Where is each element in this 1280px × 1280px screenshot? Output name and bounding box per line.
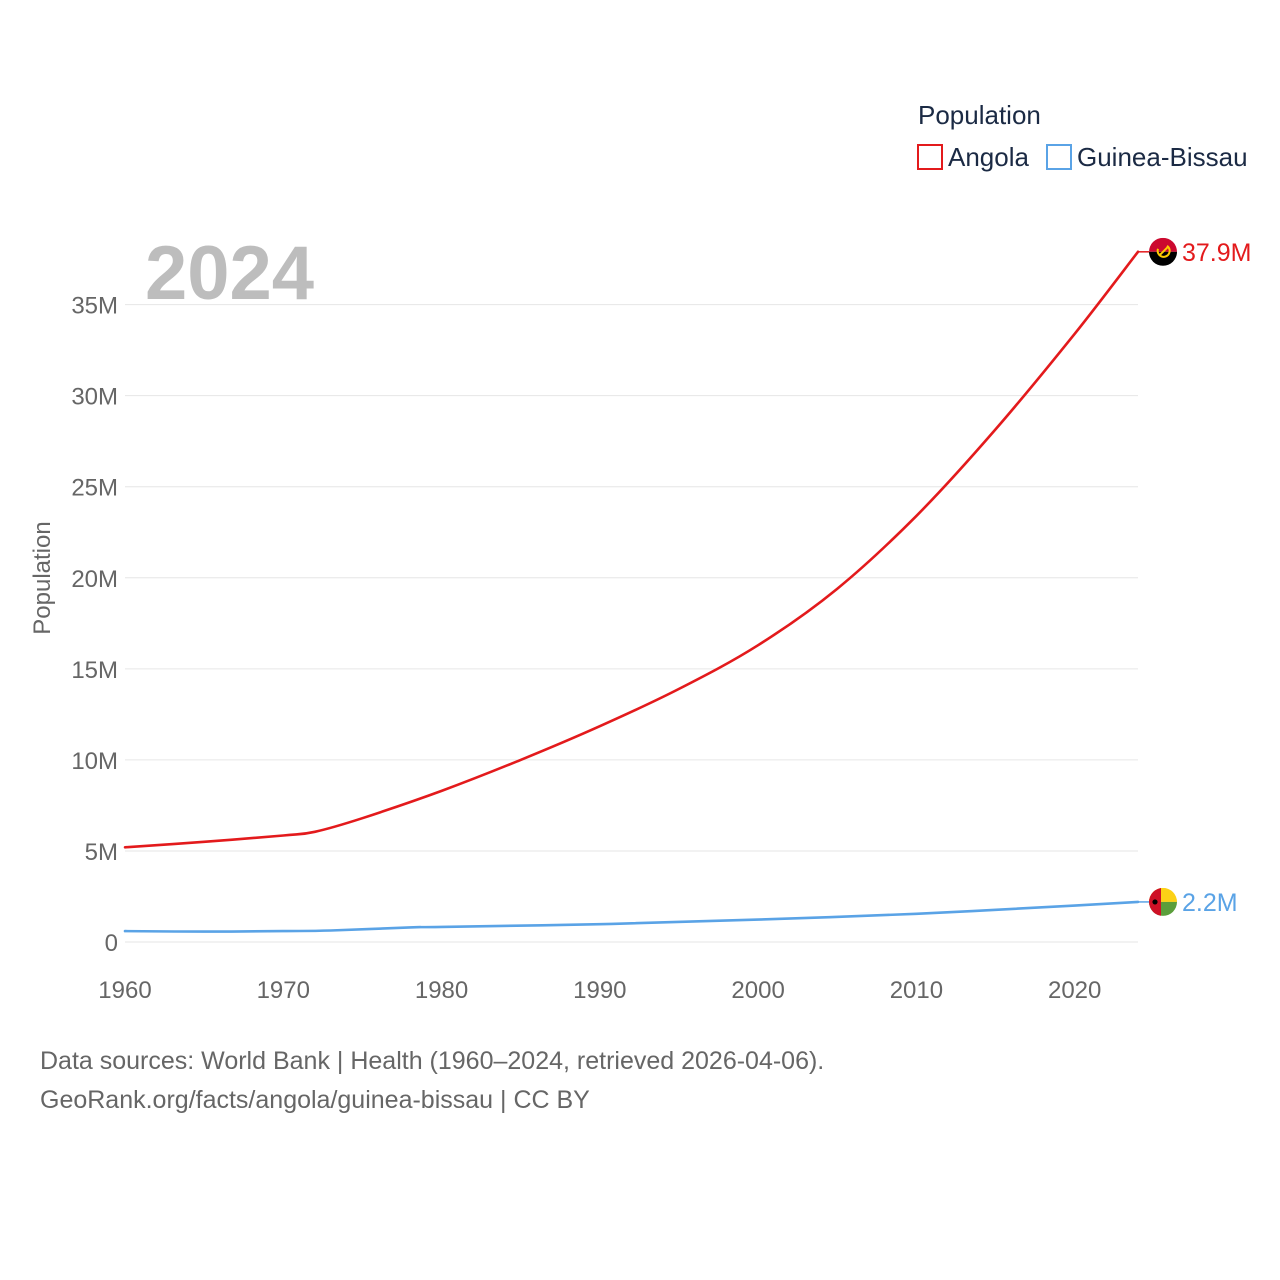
legend-label-guinea-bissau: Guinea-Bissau bbox=[1077, 142, 1248, 172]
angola-flag-icon bbox=[1149, 237, 1177, 266]
y-tick-label: 10M bbox=[71, 748, 118, 775]
legend: Population Angola Guinea-Bissau bbox=[917, 100, 1248, 172]
x-tick-label: 2000 bbox=[731, 977, 784, 1004]
series-end-markers: 37.9M 2.2M bbox=[1138, 237, 1251, 917]
source-line-1: Data sources: World Bank | Health (1960–… bbox=[40, 1047, 824, 1075]
y-axis-label: Population bbox=[29, 521, 56, 634]
gridlines bbox=[125, 304, 1138, 943]
guinea-bissau-flag-icon bbox=[1149, 887, 1177, 916]
x-tick-label: 1990 bbox=[573, 977, 626, 1004]
year-watermark: 2024 bbox=[145, 231, 314, 316]
series-line-angola[interactable] bbox=[123, 250, 1140, 849]
series-lines bbox=[123, 250, 1140, 933]
y-tick-label: 15M bbox=[71, 657, 118, 684]
legend-item-guinea-bissau[interactable]: Guinea-Bissau bbox=[1046, 142, 1248, 172]
source-line-2[interactable]: GeoRank.org/facts/angola/guinea-bissau |… bbox=[40, 1086, 590, 1114]
end-value-label-angola: 37.9M bbox=[1182, 239, 1251, 267]
x-tick-label: 1970 bbox=[257, 977, 310, 1004]
legend-swatch-angola bbox=[917, 144, 943, 170]
legend-title: Population bbox=[918, 100, 1041, 130]
x-tick-label: 2020 bbox=[1048, 977, 1101, 1004]
y-tick-label: 5M bbox=[85, 839, 118, 866]
x-tick-label: 2010 bbox=[890, 977, 943, 1004]
y-tick-label: 20M bbox=[71, 566, 118, 593]
legend-label-angola: Angola bbox=[948, 142, 1029, 172]
series-line-guinea-bissau[interactable] bbox=[123, 900, 1140, 933]
legend-swatch-guinea-bissau bbox=[1046, 144, 1072, 170]
end-value-label-guinea-bissau: 2.2M bbox=[1182, 889, 1238, 917]
y-tick-label: 25M bbox=[71, 475, 118, 502]
y-tick-label: 30M bbox=[71, 384, 118, 411]
y-axis-ticks: 0 5M 10M 15M 20M 25M 30M 35M bbox=[71, 293, 118, 957]
y-tick-label: 0 bbox=[105, 930, 118, 957]
x-tick-label: 1980 bbox=[415, 977, 468, 1004]
x-axis-ticks: 1960 1970 1980 1990 2000 2010 2020 bbox=[98, 977, 1101, 1004]
y-tick-label: 35M bbox=[71, 293, 118, 320]
x-tick-label: 1960 bbox=[98, 977, 151, 1004]
legend-item-angola[interactable]: Angola bbox=[917, 142, 1029, 172]
